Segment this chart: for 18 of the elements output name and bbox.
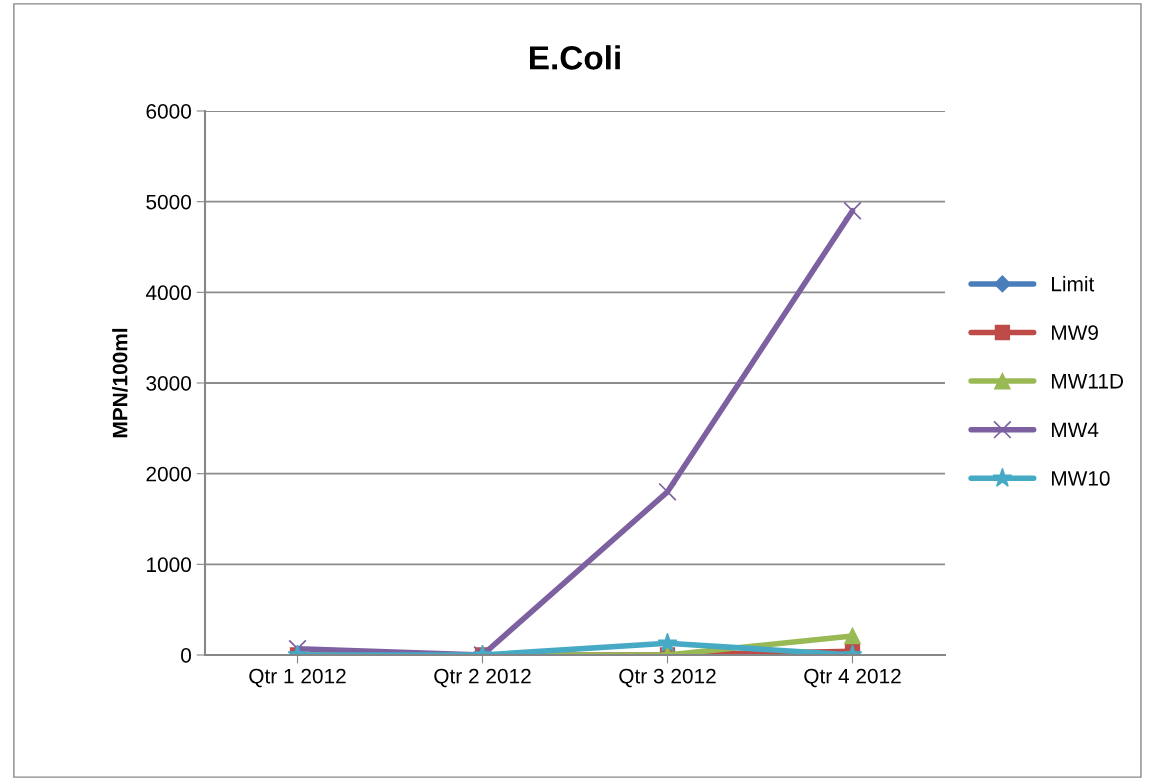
x-tick-label: Qtr 1 2012 [249, 668, 346, 688]
y-tick-label: 4000 [145, 285, 191, 301]
y-tick-label: 3000 [146, 376, 191, 391]
x-tick-label: Qtr 4 2012 [804, 668, 901, 688]
y-tick-label: 2000 [146, 466, 191, 482]
legend-label: MW9 [1052, 325, 1098, 341]
legend-label: MW10 [1052, 471, 1110, 486]
y-tick-label: 1000 [147, 557, 191, 573]
y-tick-label: 5000 [146, 194, 191, 210]
x-tick-label: Qtr 3 2012 [619, 668, 716, 688]
legend-label: Limit [1052, 276, 1095, 292]
y-tick-label: 6000 [146, 104, 191, 119]
legend-label: MW4 [1052, 422, 1099, 437]
y-tick-label: 0 [181, 648, 191, 663]
x-tick-label: Qtr 2 2012 [434, 668, 531, 688]
chart-title: E.Coli [530, 45, 620, 70]
y-axis-title: MPN/100ml [112, 328, 128, 438]
legend-label: MW11D [1052, 374, 1124, 389]
